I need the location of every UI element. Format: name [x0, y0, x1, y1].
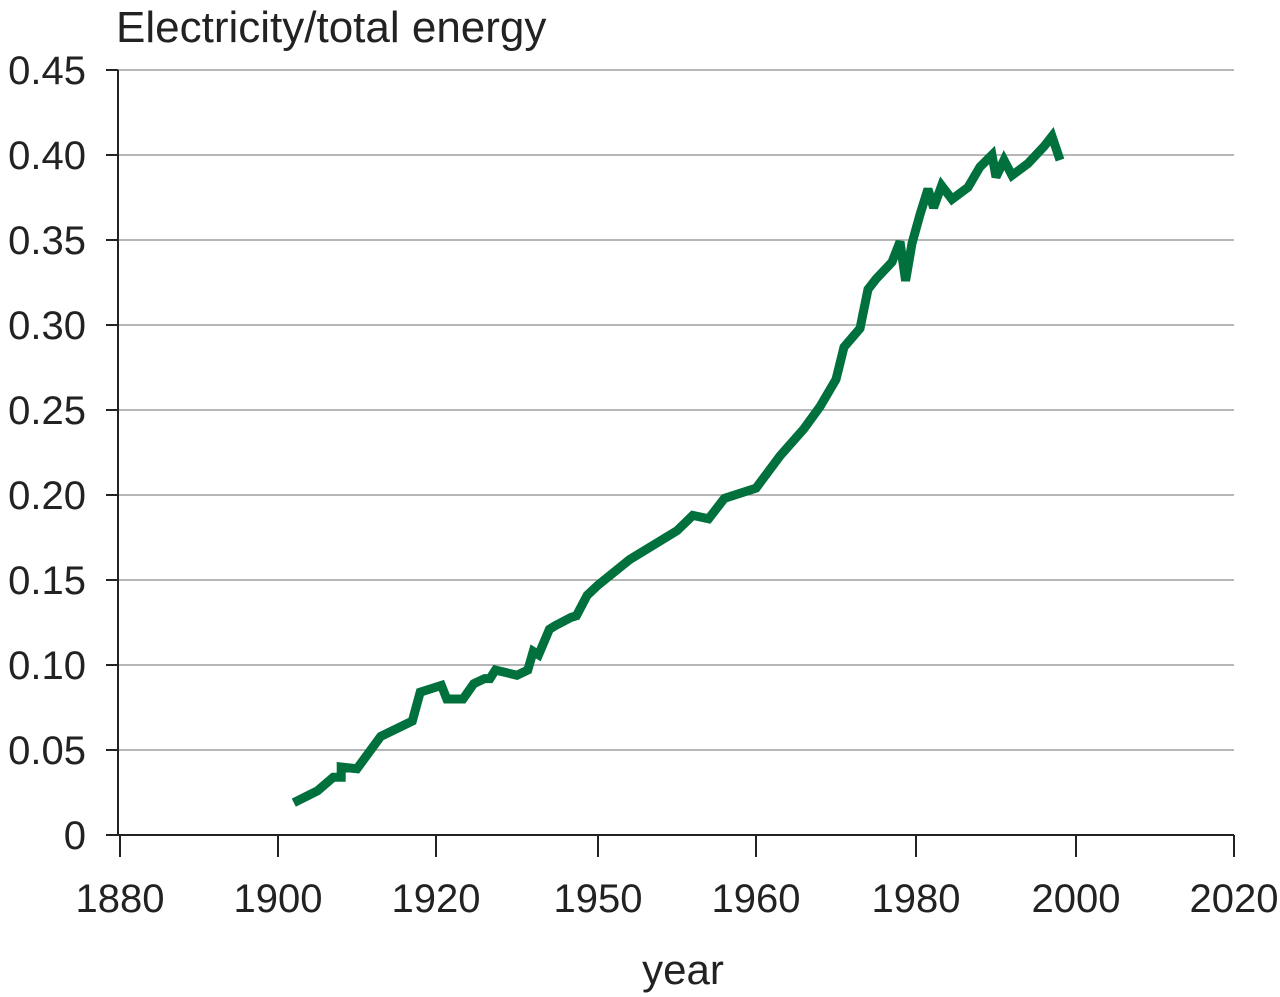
- y-tick-label: 0.20: [8, 474, 86, 518]
- y-tick-label: 0.10: [8, 644, 86, 688]
- x-tick-label: 1960: [712, 877, 801, 921]
- x-axis-ticks: 1880 1900 1920 1950 1960 1980 2000 2020: [76, 835, 1279, 921]
- y-tick-label: 0.35: [8, 219, 86, 263]
- x-tick-label: 1880: [76, 877, 165, 921]
- series-line: [291, 126, 1065, 807]
- y-tick-label: 0.30: [8, 304, 86, 348]
- x-tick-label: 1920: [392, 877, 481, 921]
- y-tick-label: 0.05: [8, 729, 86, 773]
- y-tick-label: 0.45: [8, 49, 86, 93]
- y-tick-label: 0: [64, 814, 86, 858]
- x-tick-label: 1900: [234, 877, 323, 921]
- axes: [117, 70, 1234, 836]
- x-tick-label: 2020: [1190, 877, 1279, 921]
- series-group: [291, 126, 1065, 807]
- y-tick-label: 0.25: [8, 389, 86, 433]
- x-axis-title: year: [642, 946, 724, 993]
- x-tick-label: 1950: [554, 877, 643, 921]
- y-tick-label: 0.40: [8, 134, 86, 178]
- y-tick-label: 0.15: [8, 559, 86, 603]
- gridlines: [118, 69, 1234, 751]
- y-axis-title: Electricity/total energy: [116, 3, 546, 52]
- y-axis-ticks: 0 0.05 0.10 0.15 0.20 0.25 0.30 0.35 0.40 0.45: [8, 49, 118, 858]
- x-tick-label: 2000: [1032, 877, 1121, 921]
- x-tick-label: 1980: [872, 877, 961, 921]
